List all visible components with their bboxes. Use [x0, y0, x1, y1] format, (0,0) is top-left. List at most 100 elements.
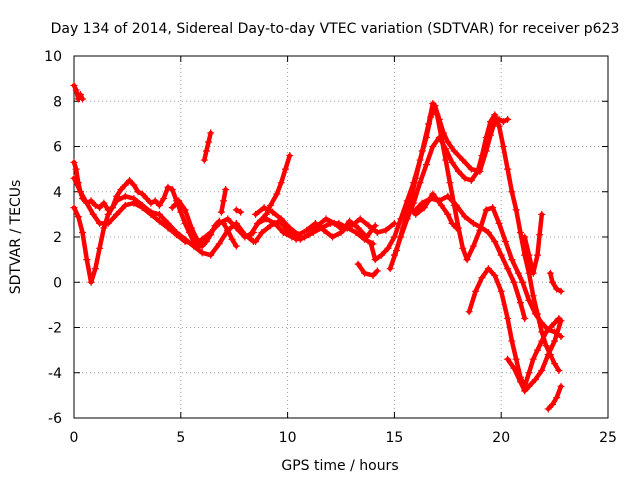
plus-marker: [551, 337, 559, 345]
plus-marker: [546, 324, 554, 331]
plus-marker: [489, 204, 497, 212]
plus-marker: [232, 206, 240, 214]
plus-marker: [553, 394, 561, 402]
plus-marker: [305, 231, 313, 239]
plus-marker: [252, 210, 260, 218]
plus-marker: [454, 167, 462, 175]
plus-marker: [382, 226, 390, 234]
plus-marker: [113, 210, 121, 218]
plus-marker: [168, 185, 176, 193]
plus-marker: [397, 215, 405, 223]
plus-marker: [499, 118, 507, 126]
plus-marker: [260, 204, 268, 212]
x-tick-label: 15: [385, 430, 403, 446]
plus-marker: [461, 213, 469, 221]
plus-marker: [354, 260, 362, 268]
plus-marker: [487, 118, 495, 126]
x-axis-label: GPS time / hours: [281, 458, 398, 474]
plus-marker: [521, 314, 529, 322]
plus-marker: [384, 244, 392, 252]
plus-marker: [448, 158, 456, 166]
series-trace: [546, 269, 565, 295]
plus-marker: [202, 238, 210, 246]
plus-marker: [450, 147, 458, 155]
plus-marker: [448, 219, 456, 227]
plus-marker: [504, 165, 512, 173]
plus-marker: [504, 314, 512, 322]
plus-marker: [433, 111, 441, 119]
plus-marker: [126, 176, 134, 184]
plus-marker: [531, 310, 539, 318]
y-tick-labels: -6 -4 -2 0 2 4 6 8 10: [44, 49, 62, 427]
plus-marker: [207, 129, 215, 137]
plus-marker: [508, 337, 516, 345]
plus-marker: [497, 251, 505, 259]
plus-marker: [504, 265, 512, 273]
plus-marker: [79, 228, 87, 236]
plus-marker: [444, 210, 452, 218]
plus-marker: [534, 251, 542, 259]
plus-marker: [482, 133, 490, 141]
plus-marker: [175, 197, 183, 205]
plus-marker: [346, 217, 354, 225]
plus-marker: [544, 351, 552, 359]
plus-marker: [215, 240, 223, 248]
plus-marker: [472, 287, 480, 295]
plus-marker: [525, 382, 533, 390]
plus-marker: [478, 224, 486, 232]
plus-marker: [187, 224, 195, 232]
plus-marker: [463, 256, 471, 264]
series-trace: [544, 382, 565, 413]
plus-marker: [252, 238, 260, 246]
y-tick-label: -4: [48, 366, 62, 382]
data-series: [70, 81, 565, 413]
plus-marker: [237, 208, 245, 216]
plus-marker: [444, 192, 452, 200]
plus-marker: [516, 378, 524, 386]
plus-marker: [437, 201, 445, 209]
plus-marker: [89, 210, 97, 218]
plus-marker: [198, 240, 206, 248]
plus-marker: [534, 346, 542, 354]
plus-marker: [542, 328, 550, 336]
plus-marker: [504, 355, 512, 363]
plus-marker: [70, 158, 78, 166]
x-tick-label: 5: [176, 430, 185, 446]
plus-marker: [405, 201, 413, 209]
plus-marker: [356, 215, 364, 223]
y-tick-label: 8: [53, 94, 62, 110]
plus-marker: [130, 199, 138, 207]
plus-marker: [113, 197, 121, 205]
plus-marker: [469, 219, 477, 227]
plus-marker: [495, 122, 503, 130]
plus-marker: [245, 233, 253, 241]
plus-marker: [143, 195, 151, 203]
plus-marker: [222, 185, 230, 193]
plus-marker: [542, 342, 550, 350]
plus-marker: [207, 251, 215, 259]
plus-marker: [217, 208, 225, 216]
plus-marker: [138, 204, 146, 212]
plus-marker: [491, 271, 499, 279]
plus-marker: [354, 224, 362, 232]
plus-marker: [164, 183, 172, 191]
plus-marker: [198, 249, 206, 257]
plus-marker: [412, 174, 420, 182]
y-tick-label: 2: [53, 230, 62, 246]
plus-marker: [504, 115, 512, 123]
plus-marker: [155, 210, 163, 218]
plus-marker: [205, 138, 213, 146]
plus-marker: [512, 355, 520, 363]
plus-marker: [121, 201, 129, 209]
plus-marker: [190, 240, 198, 248]
plus-marker: [91, 265, 99, 273]
plus-marker: [531, 376, 539, 384]
plus-marker: [495, 219, 503, 227]
plus-marker: [328, 233, 336, 241]
plus-marker: [134, 188, 142, 196]
plus-marker: [546, 269, 554, 277]
plus-marker: [232, 242, 240, 250]
plus-marker: [452, 224, 460, 232]
plus-marker: [286, 224, 294, 232]
plus-marker: [371, 256, 379, 264]
